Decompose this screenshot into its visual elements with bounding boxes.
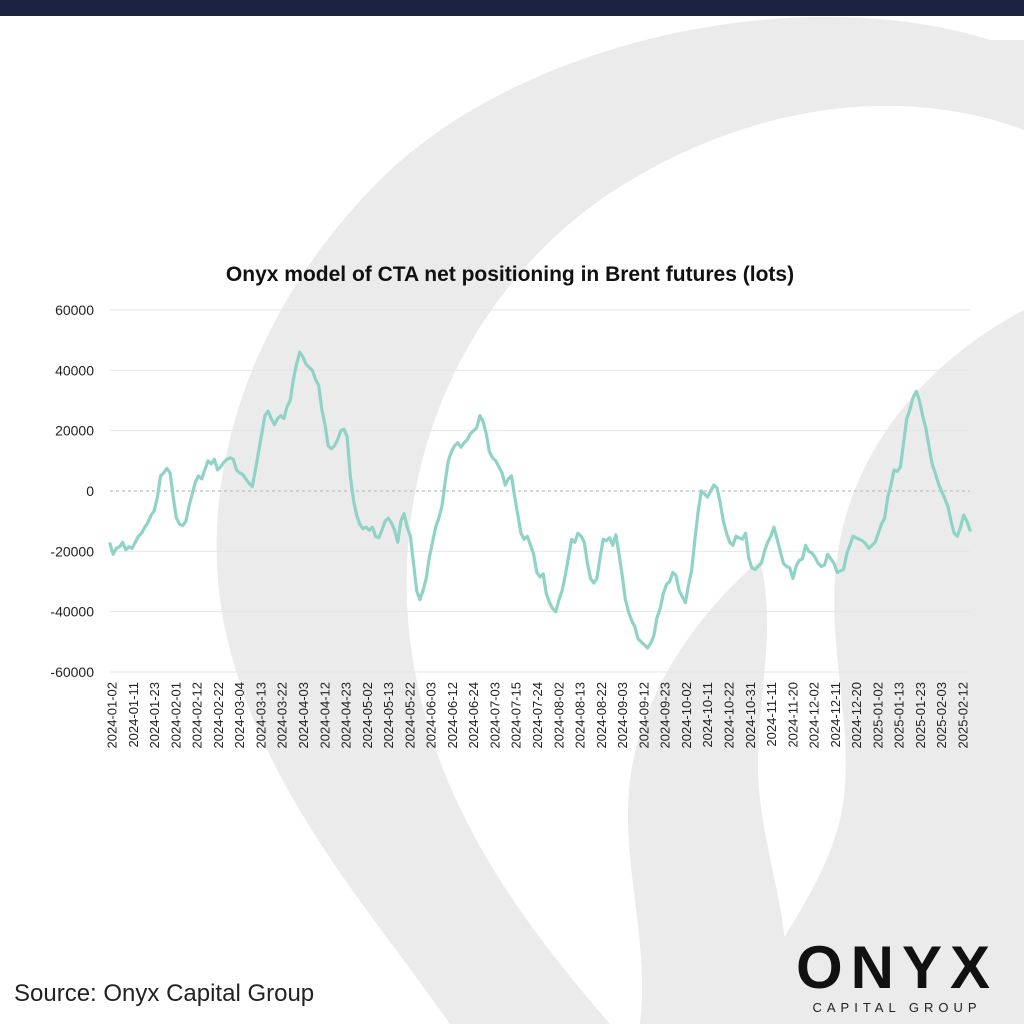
x-tick-label: 2024-06-12 [445,682,460,749]
x-tick-label: 2024-11-11 [764,682,779,747]
y-tick-label: 60000 [55,302,94,318]
x-tick-label: 2024-10-11 [700,682,715,748]
x-tick-label: 2024-06-24 [466,682,481,749]
onyx-logo: ONYX CAPITAL GROUP [786,936,1008,1020]
x-tick-label: 2024-08-22 [594,682,609,749]
x-tick-label: 2024-05-02 [360,682,375,749]
x-tick-label: 2024-10-31 [743,682,758,749]
x-tick-label: 2024-04-03 [296,682,311,749]
x-tick-label: 2024-01-23 [147,682,162,749]
x-tick-label: 2024-07-03 [487,682,502,749]
y-tick-label: 40000 [55,362,94,378]
x-tick-label: 2024-04-12 [317,682,332,749]
series-line [108,350,972,650]
x-tick-label: 2024-07-24 [530,682,545,749]
top-bar [0,0,1024,16]
x-tick-label: 2025-02-12 [956,682,971,749]
x-tick-label: 2024-03-04 [232,682,247,749]
x-tick-label: 2024-12-11 [828,682,843,748]
watermark-outer-swirl [216,16,1024,1024]
x-tick-label: 2024-02-01 [168,682,183,749]
x-tick-label: 2024-01-11 [126,682,141,748]
x-tick-label: 2025-02-03 [934,682,949,749]
x-tick-label: 2024-11-20 [785,682,800,748]
y-tick-label: -60000 [50,664,94,680]
watermark-middle-flame [627,560,787,1024]
x-tick-label: 2024-09-03 [615,682,630,749]
x-axis: 2024-01-02 2024-01-11 2024-01-23 2024-02-01… [105,682,971,749]
chart-title: Onyx model of CTA net positioning in Bre… [226,263,794,286]
x-tick-label: 2024-04-23 [339,682,354,749]
watermark-inner-flame [740,310,1024,1024]
plot-area [108,350,972,650]
x-tick-label: 2024-05-13 [381,682,396,749]
logo-subtitle: CAPITAL GROUP [812,1000,982,1015]
x-tick-label: 2025-01-02 [870,682,885,749]
x-tick-label: 2024-02-22 [211,682,226,749]
x-tick-label: 2024-12-02 [807,682,822,749]
x-tick-label: 2024-01-02 [105,682,120,749]
x-tick-label: 2024-03-13 [253,682,268,749]
y-tick-label: 20000 [55,423,94,439]
source-caption: Source: Onyx Capital Group [14,980,315,1007]
x-tick-label: 2024-07-15 [509,682,524,749]
y-tick-label: 0 [86,483,94,499]
x-tick-label: 2024-10-22 [721,682,736,749]
x-tick-label: 2024-02-12 [190,682,205,749]
x-tick-label: 2024-08-02 [551,682,566,749]
x-tick-label: 2024-09-23 [658,682,673,749]
gridlines [110,309,970,673]
y-tick-label: -20000 [50,543,94,559]
x-tick-label: 2025-01-13 [892,682,907,749]
logo-wordmark: ONYX [795,934,999,1001]
x-tick-label: 2024-08-13 [573,682,588,749]
x-tick-label: 2025-01-23 [913,682,928,749]
y-tick-label: -40000 [50,604,94,620]
x-tick-label: 2024-03-22 [275,682,290,749]
x-tick-label: 2024-09-12 [636,682,651,749]
y-axis: 60000 40000 20000 0 -20000 -40000 -60000 [50,302,94,680]
x-tick-label: 2024-12-20 [849,682,864,749]
x-tick-label: 2024-10-02 [679,682,694,749]
x-tick-label: 2024-06-03 [424,682,439,749]
x-tick-label: 2024-05-22 [402,682,417,749]
